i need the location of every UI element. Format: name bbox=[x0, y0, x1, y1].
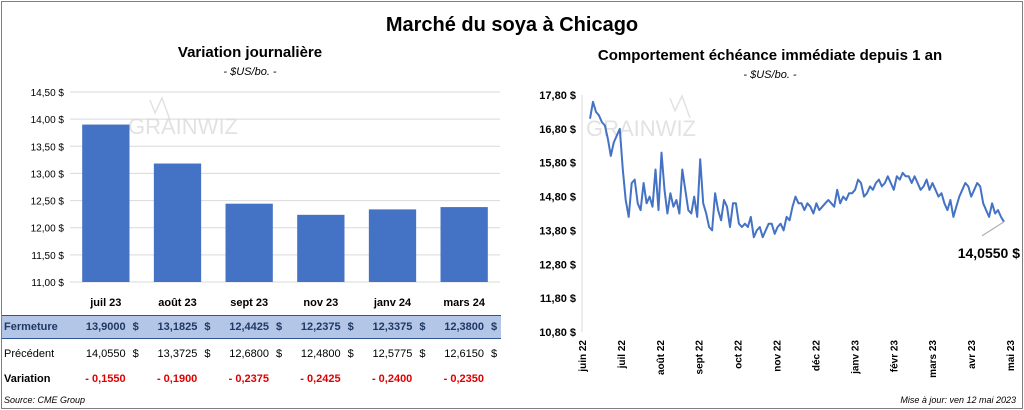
line-x-tick-label: févr 23 bbox=[889, 340, 900, 373]
line-x-tick-label: mai 23 bbox=[1006, 340, 1017, 372]
price-line bbox=[589, 100, 1005, 239]
table-row-label: Fermeture bbox=[4, 321, 58, 333]
line-y-tick-label: 14,80 $ bbox=[539, 192, 576, 204]
watermark-text: GRAINWIZ bbox=[128, 114, 238, 139]
bar-x-tick-label: mars 24 bbox=[443, 297, 485, 309]
grainwiz-watermark: GRAINWIZ bbox=[128, 96, 238, 139]
table-row-fermeture: Fermeture 13,9000 $13,1825 $12,4425 $12,2375… bbox=[2, 315, 501, 339]
bar-x-tick-label: janv 24 bbox=[373, 297, 412, 309]
bar-y-tick-label: 11,50 $ bbox=[31, 251, 64, 262]
bar-y-tick-label: 12,50 $ bbox=[31, 197, 65, 208]
line-x-tick-label: mars 23 bbox=[928, 340, 939, 378]
bar-x-tick-label: août 23 bbox=[158, 297, 197, 309]
table-cell-currency: $ bbox=[347, 321, 354, 333]
bar-y-tick-label: 14,00 $ bbox=[31, 115, 65, 126]
line-x-tick-label: juil 22 bbox=[617, 340, 628, 370]
table-cell-currency: $ bbox=[347, 348, 354, 360]
table-cell-value: - 0,2375 bbox=[228, 373, 269, 385]
table-cell-currency: $ bbox=[132, 348, 139, 360]
bar bbox=[368, 209, 417, 282]
bar-x-tick-label: sept 23 bbox=[230, 297, 268, 309]
table-cell-value: 14,0550 bbox=[85, 348, 126, 360]
line-x-tick-label: sept 22 bbox=[695, 340, 706, 375]
line-x-tick-label: déc 22 bbox=[811, 340, 822, 372]
line-y-tick-label: 11,80 $ bbox=[540, 293, 576, 305]
table-cell-currency: $ bbox=[204, 348, 211, 360]
table-row-label: Variation bbox=[4, 373, 51, 385]
table-cell-value: - 0,2425 bbox=[300, 373, 341, 385]
line-y-tick-label: 10,80 $ bbox=[539, 327, 576, 339]
right-chart-title: Comportement échéance immédiate depuis 1… bbox=[597, 47, 943, 64]
table-cell-currency: $ bbox=[276, 321, 283, 333]
bar bbox=[225, 203, 273, 282]
table-cell-value: 12,4800 bbox=[300, 348, 341, 360]
line-x-tick-label: janv 23 bbox=[850, 340, 861, 375]
table-cell-value: 13,9000 bbox=[85, 321, 126, 333]
table-cell-value: - 0,1550 bbox=[85, 373, 126, 385]
table-cell-value: 12,4425 bbox=[229, 321, 269, 333]
table-cell-value: 12,2375 bbox=[300, 321, 341, 333]
table-cell-value: 12,6150 bbox=[444, 348, 484, 360]
line-y-tick-label: 15,80 $ bbox=[539, 158, 576, 170]
bar bbox=[297, 214, 345, 282]
right-chart-unit: - $US/bo. - bbox=[743, 69, 797, 81]
table-cell-value: 12,3375 bbox=[372, 321, 413, 333]
left-chart-unit: - $US/bo. - bbox=[223, 66, 277, 78]
table-cell-value: - 0,2400 bbox=[371, 373, 413, 385]
bar-y-tick-label: 13,00 $ bbox=[31, 169, 65, 180]
table-cell-currency: $ bbox=[419, 348, 426, 360]
update-note: Mise à jour: ven 12 mai 2023 bbox=[900, 395, 1016, 405]
bar bbox=[82, 124, 130, 282]
bar-y-tick-label: 14,50 $ bbox=[31, 88, 65, 99]
line-x-tick-label: oct 22 bbox=[734, 340, 745, 369]
last-value-label: 14,0550 $ bbox=[958, 245, 1020, 261]
bar bbox=[153, 163, 202, 282]
table-cell-currency: $ bbox=[491, 348, 498, 360]
table-cell-currency: $ bbox=[491, 321, 498, 333]
source-note: Source: CME Group bbox=[4, 395, 86, 405]
table-cell-value: - 0,2350 bbox=[443, 373, 484, 385]
bar bbox=[440, 207, 488, 282]
left-chart-title: Variation journalière bbox=[177, 44, 323, 61]
table-cell-currency: $ bbox=[132, 321, 139, 333]
line-x-tick-label: août 22 bbox=[656, 340, 667, 375]
table-row-label: Précédent bbox=[4, 348, 55, 360]
table-cell-value: 12,6800 bbox=[229, 348, 269, 360]
front-month-line-chart: GRAINWIZ 10,80 $ 11,80 $ 12,80 $ 13,80 $ 14,… bbox=[539, 90, 1020, 378]
table-cell-currency: $ bbox=[276, 348, 283, 360]
daily-variation-bar-chart: GRAINWIZ 11,00 $ 11,50 $ 12,00 $ 12,50 $ 13,… bbox=[31, 88, 500, 309]
table-row-precedent: Précédent 14,0550 $13,3725 $12,6800 $12,4800… bbox=[2, 343, 501, 365]
bar-x-tick-label: nov 23 bbox=[303, 297, 338, 309]
table-cell-value: 12,5775 bbox=[372, 348, 413, 360]
line-y-tick-label: 12,80 $ bbox=[539, 259, 576, 271]
line-x-tick-label: nov 22 bbox=[773, 340, 784, 372]
table-cell-value: 12,3800 bbox=[444, 321, 484, 333]
page-title: Marché du soya à Chicago bbox=[385, 14, 639, 36]
grainwiz-watermark: GRAINWIZ bbox=[586, 94, 696, 141]
bar-y-tick-label: 12,00 $ bbox=[31, 224, 65, 235]
bar-y-tick-label: 13,50 $ bbox=[31, 142, 65, 153]
line-x-tick-label: avr 23 bbox=[967, 340, 978, 369]
last-value-callout-line bbox=[981, 221, 1005, 237]
line-y-tick-label: 13,80 $ bbox=[539, 225, 576, 237]
table-cell-currency: $ bbox=[419, 321, 426, 333]
table-row-variation: Variation - 0,1550 - 0,1900 - 0,2375 - 0,242… bbox=[2, 368, 501, 390]
table-cell-value: 13,3725 bbox=[157, 348, 198, 360]
line-x-tick-label: juin 22 bbox=[578, 340, 589, 373]
line-y-tick-label: 17,80 $ bbox=[539, 90, 576, 102]
table-cell-currency: $ bbox=[204, 321, 211, 333]
table-cell-value: 13,1825 bbox=[157, 321, 198, 333]
table-cell-value: - 0,1900 bbox=[156, 373, 198, 385]
bar-x-tick-label: juil 23 bbox=[89, 297, 121, 309]
watermark-text: GRAINWIZ bbox=[586, 116, 696, 141]
line-y-tick-label: 16,80 $ bbox=[539, 124, 576, 136]
bar-y-tick-label: 11,00 $ bbox=[31, 278, 64, 289]
